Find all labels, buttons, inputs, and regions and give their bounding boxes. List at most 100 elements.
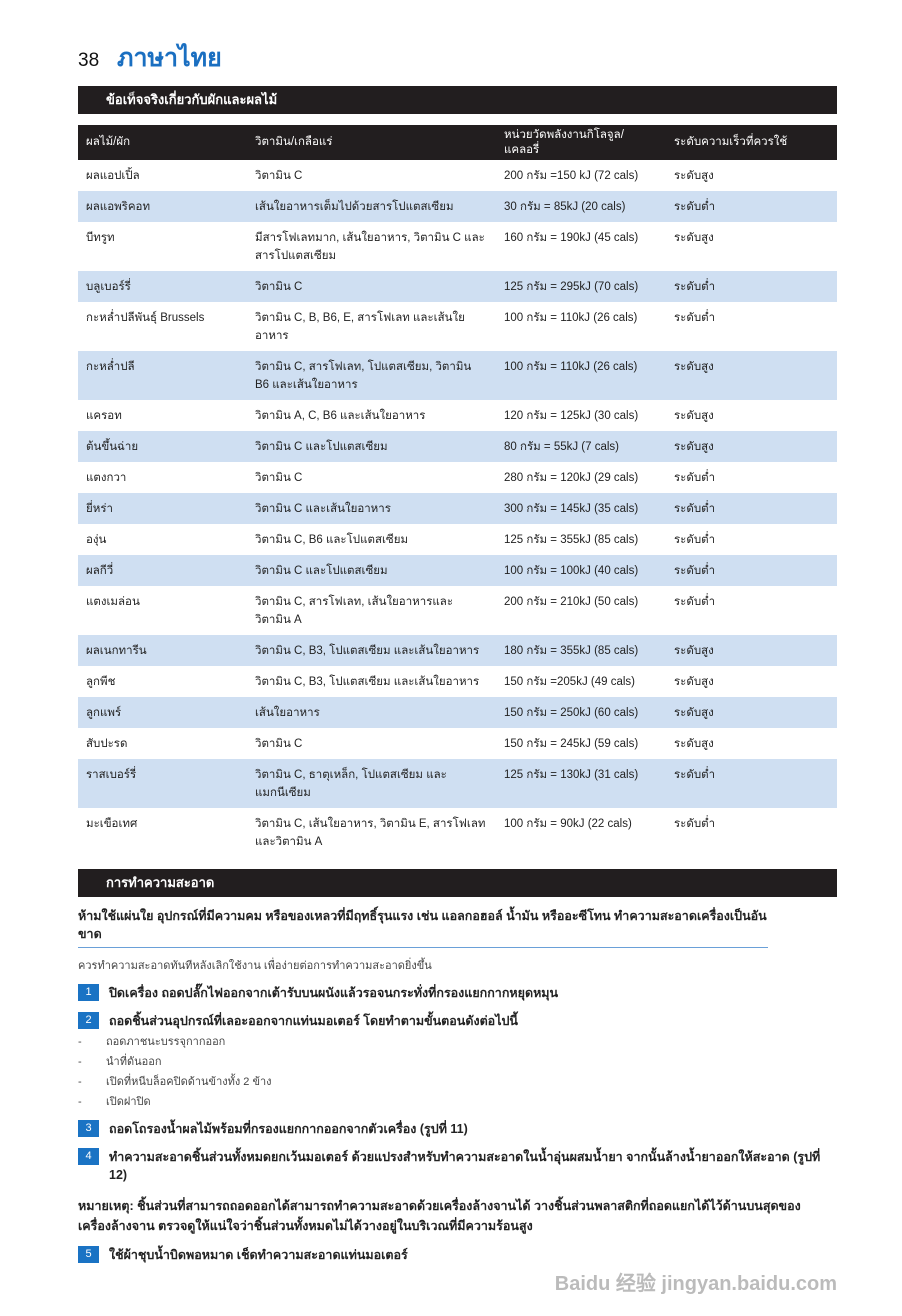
table-cell: วิตามิน C, B3, โปแตสเซียม และเส้นใยอาหาร (255, 676, 480, 688)
substep: - เปิดที่หนีบล็อคปิดด้านข้างทั้ง 2 ข้าง (78, 1076, 272, 1088)
step-number: 4 (78, 1148, 99, 1165)
table-row: ต้นขึ้นฉ่าย วิตามิน C และโปแตสเซียม 80 กรั… (78, 431, 837, 462)
table-cell: 125 กรัม = 295kJ (70 cals) (496, 271, 666, 302)
column-header: ระดับความเร็วที่ควรใช้ (666, 125, 837, 160)
table-cell: วิตามิน C และโปแตสเซียม (247, 555, 496, 586)
table-cell: แครอท (86, 410, 122, 422)
table-row: บีทรูท มีสารโฟเลทมาก, เส้นใยอาหาร, วิตามิ… (78, 222, 837, 271)
table-cell: วิตามิน C และโปแตสเซียม (247, 431, 496, 462)
table-cell: วิตามิน C (255, 472, 303, 484)
table-cell: ระดับต่ำ (666, 271, 837, 302)
table-cell: เส้นใยอาหาร (247, 697, 496, 728)
table-cell: แตงกวา (86, 472, 127, 484)
table-cell: ระดับสูง (674, 410, 714, 422)
step-number: 5 (78, 1246, 99, 1263)
table-cell: 300 กรัม = 145kJ (35 cals) (496, 493, 666, 524)
table-cell: ระดับต่ำ (666, 493, 837, 524)
table-cell: ผลแอปเปิ้ล (86, 170, 140, 182)
table-cell: 200 กรัม =150 kJ (72 cals) (504, 170, 639, 182)
table-cell: กะหล่ำปลีพันธุ์ Brussels (86, 312, 205, 324)
table-cell: ระดับต่ำ (674, 534, 716, 546)
table-cell: มีสารโฟเลทมาก, เส้นใยอาหาร, วิตามิน C แล… (255, 232, 485, 262)
table-row: ยี่หร่า วิตามิน C และเส้นใยอาหาร 300 กรัม … (78, 493, 837, 524)
table-cell: วิตามิน C, สารโฟเลท, เส้นใยอาหารและวิตาม… (255, 596, 454, 626)
table-cell: 280 กรัม = 120kJ (29 cals) (504, 472, 639, 484)
table-cell: 200 กรัม = 210kJ (50 cals) (504, 596, 639, 608)
cleaning-section: การทำความสะอาด ห้ามใช้แผ่นใย อุปกรณ์ที่ม… (78, 869, 837, 1264)
table-cell: วิตามิน C, เส้นใยอาหาร, วิตามิน E, สารโฟ… (255, 818, 486, 848)
table-cell: วิตามิน A, C, B6 และเส้นใยอาหาร (255, 410, 426, 422)
table-cell: 125 กรัม = 355kJ (85 cals) (504, 534, 639, 546)
table-row: บลูเบอร์รี่ วิตามิน C 125 กรัม = 295kJ (70… (78, 271, 837, 302)
table-row: ผลกีวี่ วิตามิน C และโปแตสเซียม 100 กรัม =… (78, 555, 837, 586)
page-header: 38 ภาษาไทย (78, 38, 837, 78)
table-row: ราสเบอร์รี่ วิตามิน C, ธาตุเหล็ก, โปแตสเซ… (78, 759, 837, 808)
table-row: สับปะรด วิตามิน C 150 กรัม = 245kJ (59 cal… (78, 728, 837, 759)
table-cell: ต้นขึ้นฉ่าย (78, 431, 247, 462)
table-cell: ระดับต่ำ (674, 312, 716, 324)
step-number: 1 (78, 984, 99, 1001)
step-3: 3 ถอดโถรองน้ำผลไม้พร้อมที่กรองแยกกากออกจา… (78, 1120, 837, 1138)
table-cell: สับปะรด (86, 738, 128, 750)
table-cell: ระดับสูง (674, 676, 714, 688)
step-text: ถอดโถรองน้ำผลไม้พร้อมที่กรองแยกกากออกจาก… (109, 1122, 468, 1136)
table-cell: ลูกพีช (86, 676, 116, 688)
table-cell: เส้นใยอาหารเต็มไปด้วยสารโปแตสเซียม (247, 191, 496, 222)
step-2: 2 ถอดชิ้นส่วนอุปกรณ์ที่เลอะออกจากแท่นมอเต… (78, 1012, 837, 1030)
watermark: Baidu 经验 jingyan.baidu.com (554, 1273, 837, 1295)
table-cell: 150 กรัม =205kJ (49 cals) (504, 676, 635, 688)
cleaning-note: หมายเหตุ: ชิ้นส่วนที่สามารถถอดออกได้สามา… (78, 1199, 801, 1233)
table-cell: ระดับสูง (674, 232, 714, 244)
page-title: ภาษาไทย (117, 44, 222, 72)
table-cell: ระดับต่ำ (666, 555, 837, 586)
table-cell: ยี่หร่า (78, 493, 247, 524)
table-cell: ระดับสูง (666, 431, 837, 462)
table-cell: วิตามิน C (247, 271, 496, 302)
substep: - เปิดฝาปิด (78, 1096, 151, 1108)
table-row: กะหล่ำปลีพันธุ์ Brussels วิตามิน C, B, B6… (78, 302, 837, 351)
table-cell: 100 กรัม = 90kJ (22 cals) (504, 818, 632, 830)
substep: - นำที่ดันออก (78, 1056, 162, 1068)
table-cell: ผลแอพริคอท (78, 191, 247, 222)
table-row: แตงกวา วิตามิน C 280 กรัม = 120kJ (29 cals… (78, 462, 837, 493)
table-cell: ระดับต่ำ (674, 818, 716, 830)
table-cell: ระดับสูง (666, 351, 837, 400)
table-cell: แตงเมล่อน (86, 596, 140, 608)
table-cell: 150 กรัม = 250kJ (60 cals) (496, 697, 666, 728)
table-row: แครอท วิตามิน A, C, B6 และเส้นใยอาหาร 120 … (78, 400, 837, 431)
table-cell: ระดับสูง (674, 170, 714, 182)
table-cell: ลูกแพร์ (78, 697, 247, 728)
step-1: 1 ปิดเครื่อง ถอดปลั๊กไฟออกจากเต้ารับบนผนั… (78, 984, 837, 1002)
table-row: ผลเนกทารีน วิตามิน C, B3, โปแตสเซียม และเ… (78, 635, 837, 666)
table-cell: 80 กรัม = 55kJ (7 cals) (496, 431, 666, 462)
table-cell: กะหล่ำปลี (78, 351, 247, 400)
step-text: ถอดชิ้นส่วนอุปกรณ์ที่เลอะออกจากแท่นมอเตอ… (109, 1014, 518, 1028)
facts-heading: ข้อเท็จจริงเกี่ยวกับผักและผลไม้ (78, 86, 837, 114)
table-row: องุ่น วิตามิน C, B6 และโปแตสเซียม 125 กรัม… (78, 524, 837, 555)
table-cell: ราสเบอร์รี่ (78, 759, 247, 808)
step-number: 2 (78, 1012, 99, 1029)
table-cell: บีทรูท (86, 232, 115, 244)
table-cell: 100 กรัม = 100kJ (40 cals) (496, 555, 666, 586)
table-cell: ผลเนกทารีน (78, 635, 247, 666)
table-cell: วิตามิน C (255, 170, 303, 182)
table-cell: ระดับต่ำ (674, 472, 716, 484)
table-cell: 125 กรัม = 130kJ (31 cals) (496, 759, 666, 808)
table-row: ผลแอปเปิ้ล วิตามิน C 200 กรัม =150 kJ (72 … (78, 160, 837, 191)
step-text: ปิดเครื่อง ถอดปลั๊กไฟออกจากเต้ารับบนผนัง… (109, 986, 559, 1000)
table-cell: 160 กรัม = 190kJ (45 cals) (504, 232, 639, 244)
table-cell: ระดับต่ำ (666, 759, 837, 808)
cleaning-intro: ควรทำความสะอาดทันทีหลังเลิกใช้งาน เพื่อง… (78, 960, 432, 972)
table-cell: ระดับต่ำ (666, 191, 837, 222)
table-cell: วิตามิน C, B, B6, E, สารโฟเลท และเส้นใยอ… (255, 312, 465, 342)
column-header: ผลไม้/ผัก (78, 125, 247, 160)
table-cell: วิตามิน C, ธาตุเหล็ก, โปแตสเซียม และแมกน… (247, 759, 496, 808)
step-5: 5 ใช้ผ้าชุบน้ำบิดพอหมาด เช็ดทำความสะอาดแท… (78, 1246, 837, 1264)
table-row: กะหล่ำปลี วิตามิน C, สารโฟเลท, โปแตสเซียม… (78, 351, 837, 400)
table-row: ลูกแพร์ เส้นใยอาหาร 150 กรัม = 250kJ (60 c… (78, 697, 837, 728)
table-cell: 180 กรัม = 355kJ (85 cals) (496, 635, 666, 666)
table-row: มะเขือเทศ วิตามิน C, เส้นใยอาหาร, วิตามิน… (78, 808, 837, 857)
table-cell: 100 กรัม = 110kJ (26 cals) (496, 351, 666, 400)
table-cell: วิตามิน C, B6 และโปแตสเซียม (255, 534, 409, 546)
